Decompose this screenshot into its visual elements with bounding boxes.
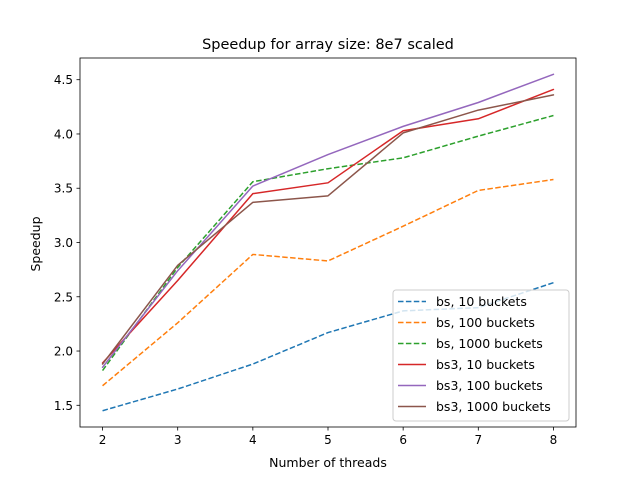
x-tick-label: 8 (550, 433, 558, 447)
series-line-2 (102, 178, 554, 387)
series-line-6 (101, 94, 555, 365)
legend: bs, 10 buckets bs, 100 buckets bs, 1000 bu… (392, 289, 570, 422)
y-tick-label: 3.5 (54, 182, 73, 196)
plot-area: 2 3 4 5 6 7 8 1.5 2.0 2.5 3.0 3.5 4.0 4.5 (54, 57, 577, 447)
series-line-5 (101, 73, 555, 369)
x-tick-label: 4 (249, 433, 257, 447)
x-tick-label: 2 (99, 433, 107, 447)
y-tick-label: 3.0 (54, 236, 73, 250)
x-tick-label: 6 (399, 433, 407, 447)
series-line-4 (101, 88, 555, 364)
y-tick-label: 1.5 (54, 399, 73, 413)
legend-label-3: bs, 1000 buckets (436, 336, 543, 351)
x-tick-label: 3 (174, 433, 182, 447)
legend-label-5: bs3, 100 buckets (436, 378, 543, 393)
x-tick-label: 7 (474, 433, 482, 447)
y-tick-label: 2.5 (54, 290, 73, 304)
legend-label-6: bs3, 1000 buckets (436, 399, 551, 414)
legend-label-4: bs3, 10 buckets (436, 357, 535, 372)
x-tick-label: 5 (324, 433, 332, 447)
y-axis-label: Speedup (28, 216, 43, 271)
chart-title: Speedup for array size: 8e7 scaled (202, 37, 454, 53)
y-tick-label: 4.0 (54, 127, 73, 141)
x-axis-label: Number of threads (269, 455, 387, 470)
legend-label-2: bs, 100 buckets (436, 315, 535, 330)
legend-box (392, 289, 570, 422)
y-tick-label: 4.5 (54, 73, 73, 87)
y-tick-label: 2.0 (54, 345, 73, 359)
legend-label-1: bs, 10 buckets (436, 294, 527, 309)
series-line-3 (101, 114, 554, 372)
